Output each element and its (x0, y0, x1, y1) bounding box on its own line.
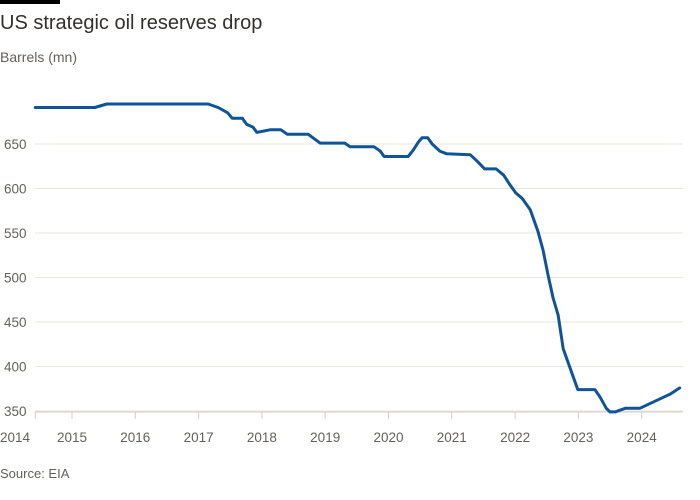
x-tick-label: 2018 (247, 430, 277, 445)
y-tick-label: 550 (4, 226, 27, 241)
y-tick-label: 600 (4, 182, 27, 197)
x-tick-label: 2015 (57, 430, 87, 445)
x-tick-label: 2020 (373, 430, 403, 445)
y-tick-label: 500 (4, 271, 27, 286)
x-tick-label: 2024 (627, 430, 658, 445)
x-tick-label: 2022 (500, 430, 530, 445)
y-tick-label: 400 (4, 360, 27, 375)
x-tick-label: 2019 (310, 430, 340, 445)
x-tick-label: 2014 (0, 430, 31, 445)
x-tick-label: 2023 (563, 430, 593, 445)
x-tick-label: 2021 (437, 430, 467, 445)
y-tick-label: 450 (4, 315, 27, 330)
series-line-spr-stocks (33, 102, 682, 414)
y-tick-label: 350 (4, 404, 27, 419)
x-tick-label: 2017 (184, 430, 214, 445)
chart-title: US strategic oil reserves drop (0, 12, 263, 34)
x-tick-label: 2016 (120, 430, 150, 445)
y-tick-label: 650 (4, 137, 27, 152)
brand-bar (0, 0, 60, 4)
source-note: Source: EIA (0, 466, 70, 481)
chart-subtitle: Barrels (mn) (0, 49, 78, 65)
